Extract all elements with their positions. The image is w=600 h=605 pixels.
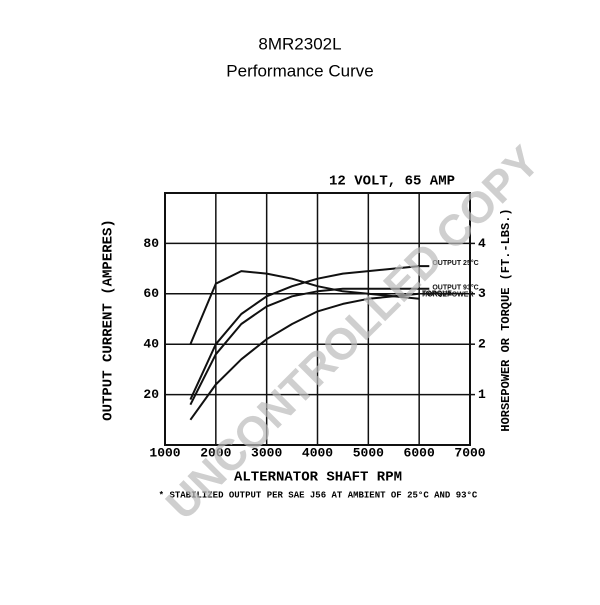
x-tick-label: 4000 [302, 445, 333, 460]
x-tick-label: 3000 [251, 445, 282, 460]
series-line [189, 292, 420, 421]
chart-header: 12 VOLT, 65 AMP [329, 174, 455, 190]
x-tick-label: 5000 [353, 445, 384, 460]
y-tick-label: 20 [143, 387, 159, 402]
series-label: HORSEPOWER [422, 292, 473, 299]
y-tick-label: 60 [143, 286, 159, 301]
x-tick-label: 6000 [404, 445, 435, 460]
y2-tick-label: 1 [478, 387, 486, 402]
series-label: OUTPUT 25°C [432, 259, 478, 267]
footnote: * STABILIZED OUTPUT PER SAE J56 AT AMBIE… [159, 490, 478, 500]
x-tick-label: 2000 [200, 445, 231, 460]
y2-tick-label: 3 [478, 286, 486, 301]
y2-tick-label: 4 [478, 236, 486, 251]
x-tick-label: 7000 [454, 445, 485, 460]
x-tick-label: 1000 [149, 445, 180, 460]
series-label: OUTPUT 93°C [432, 284, 478, 292]
y2-axis-label: HORSEPOWER OR TORQUE (FT.-LBS.) [499, 208, 513, 431]
series-line [189, 287, 430, 406]
plot-area: 1000 2000 3000 4000 5000 6000 7000 20 40 60 80 1 2 3 4… [143, 193, 486, 460]
x-axis-label: ALTERNATOR SHAFT RPM [234, 470, 402, 486]
chart-subtitle: Performance Curve [226, 61, 373, 80]
chart-title: 8MR2302L [258, 34, 341, 53]
y-tick-label: 80 [143, 236, 159, 251]
series-line [189, 265, 430, 401]
y-axis-label: OUTPUT CURRENT (AMPERES) [101, 219, 117, 421]
y2-tick-label: 2 [478, 337, 486, 352]
series-label: TORQUE [422, 291, 452, 298]
y-tick-label: 40 [143, 337, 159, 352]
